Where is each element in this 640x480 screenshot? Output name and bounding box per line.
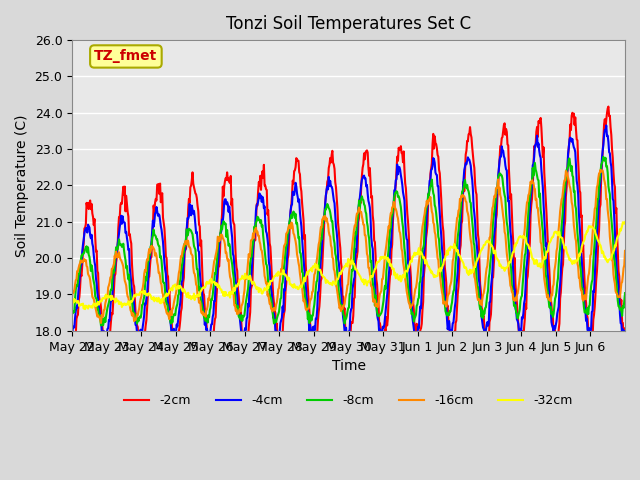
-16cm	[596, 167, 604, 173]
-8cm	[134, 315, 141, 321]
Line: -2cm: -2cm	[72, 107, 625, 357]
-8cm	[437, 266, 445, 272]
-4cm	[262, 228, 270, 234]
-2cm	[134, 324, 141, 330]
-2cm	[236, 302, 243, 308]
Legend: -2cm, -4cm, -8cm, -16cm, -32cm: -2cm, -4cm, -8cm, -16cm, -32cm	[120, 389, 578, 412]
-8cm	[68, 311, 76, 316]
Text: TZ_fmet: TZ_fmet	[94, 49, 157, 63]
-32cm	[406, 259, 414, 264]
-32cm	[134, 292, 141, 298]
-16cm	[284, 228, 291, 234]
-32cm	[236, 277, 243, 283]
-32cm	[284, 277, 291, 283]
-8cm	[406, 300, 414, 306]
-2cm	[263, 187, 271, 193]
-32cm	[437, 265, 445, 271]
-4cm	[406, 290, 414, 296]
-4cm	[235, 308, 243, 314]
Line: -16cm: -16cm	[72, 170, 625, 323]
Line: -32cm: -32cm	[72, 222, 625, 309]
-4cm	[437, 232, 445, 238]
-8cm	[284, 231, 291, 237]
-8cm	[97, 323, 105, 328]
-8cm	[236, 315, 243, 321]
-32cm	[263, 288, 271, 293]
-4cm	[133, 330, 141, 336]
-8cm	[600, 154, 607, 160]
-2cm	[437, 195, 445, 201]
-16cm	[97, 320, 105, 326]
-16cm	[621, 248, 629, 254]
Line: -8cm: -8cm	[72, 157, 625, 325]
-4cm	[283, 258, 291, 264]
-32cm	[68, 299, 76, 304]
-16cm	[263, 280, 271, 286]
-2cm	[284, 256, 291, 262]
X-axis label: Time: Time	[332, 359, 365, 373]
-2cm	[605, 104, 612, 109]
-8cm	[263, 263, 271, 268]
-32cm	[619, 219, 627, 225]
-2cm	[406, 264, 414, 270]
-4cm	[621, 329, 629, 335]
-4cm	[308, 343, 316, 348]
-32cm	[81, 306, 89, 312]
-8cm	[621, 290, 629, 296]
-4cm	[602, 122, 610, 128]
-4cm	[68, 335, 76, 341]
-16cm	[236, 307, 243, 313]
Line: -4cm: -4cm	[72, 125, 625, 346]
-2cm	[104, 354, 111, 360]
Title: Tonzi Soil Temperatures Set C: Tonzi Soil Temperatures Set C	[226, 15, 471, 33]
-2cm	[621, 325, 629, 331]
-32cm	[621, 219, 629, 225]
-2cm	[68, 343, 76, 349]
-16cm	[68, 294, 76, 300]
-16cm	[437, 284, 445, 289]
-16cm	[134, 312, 141, 318]
Y-axis label: Soil Temperature (C): Soil Temperature (C)	[15, 114, 29, 257]
-16cm	[406, 305, 414, 311]
